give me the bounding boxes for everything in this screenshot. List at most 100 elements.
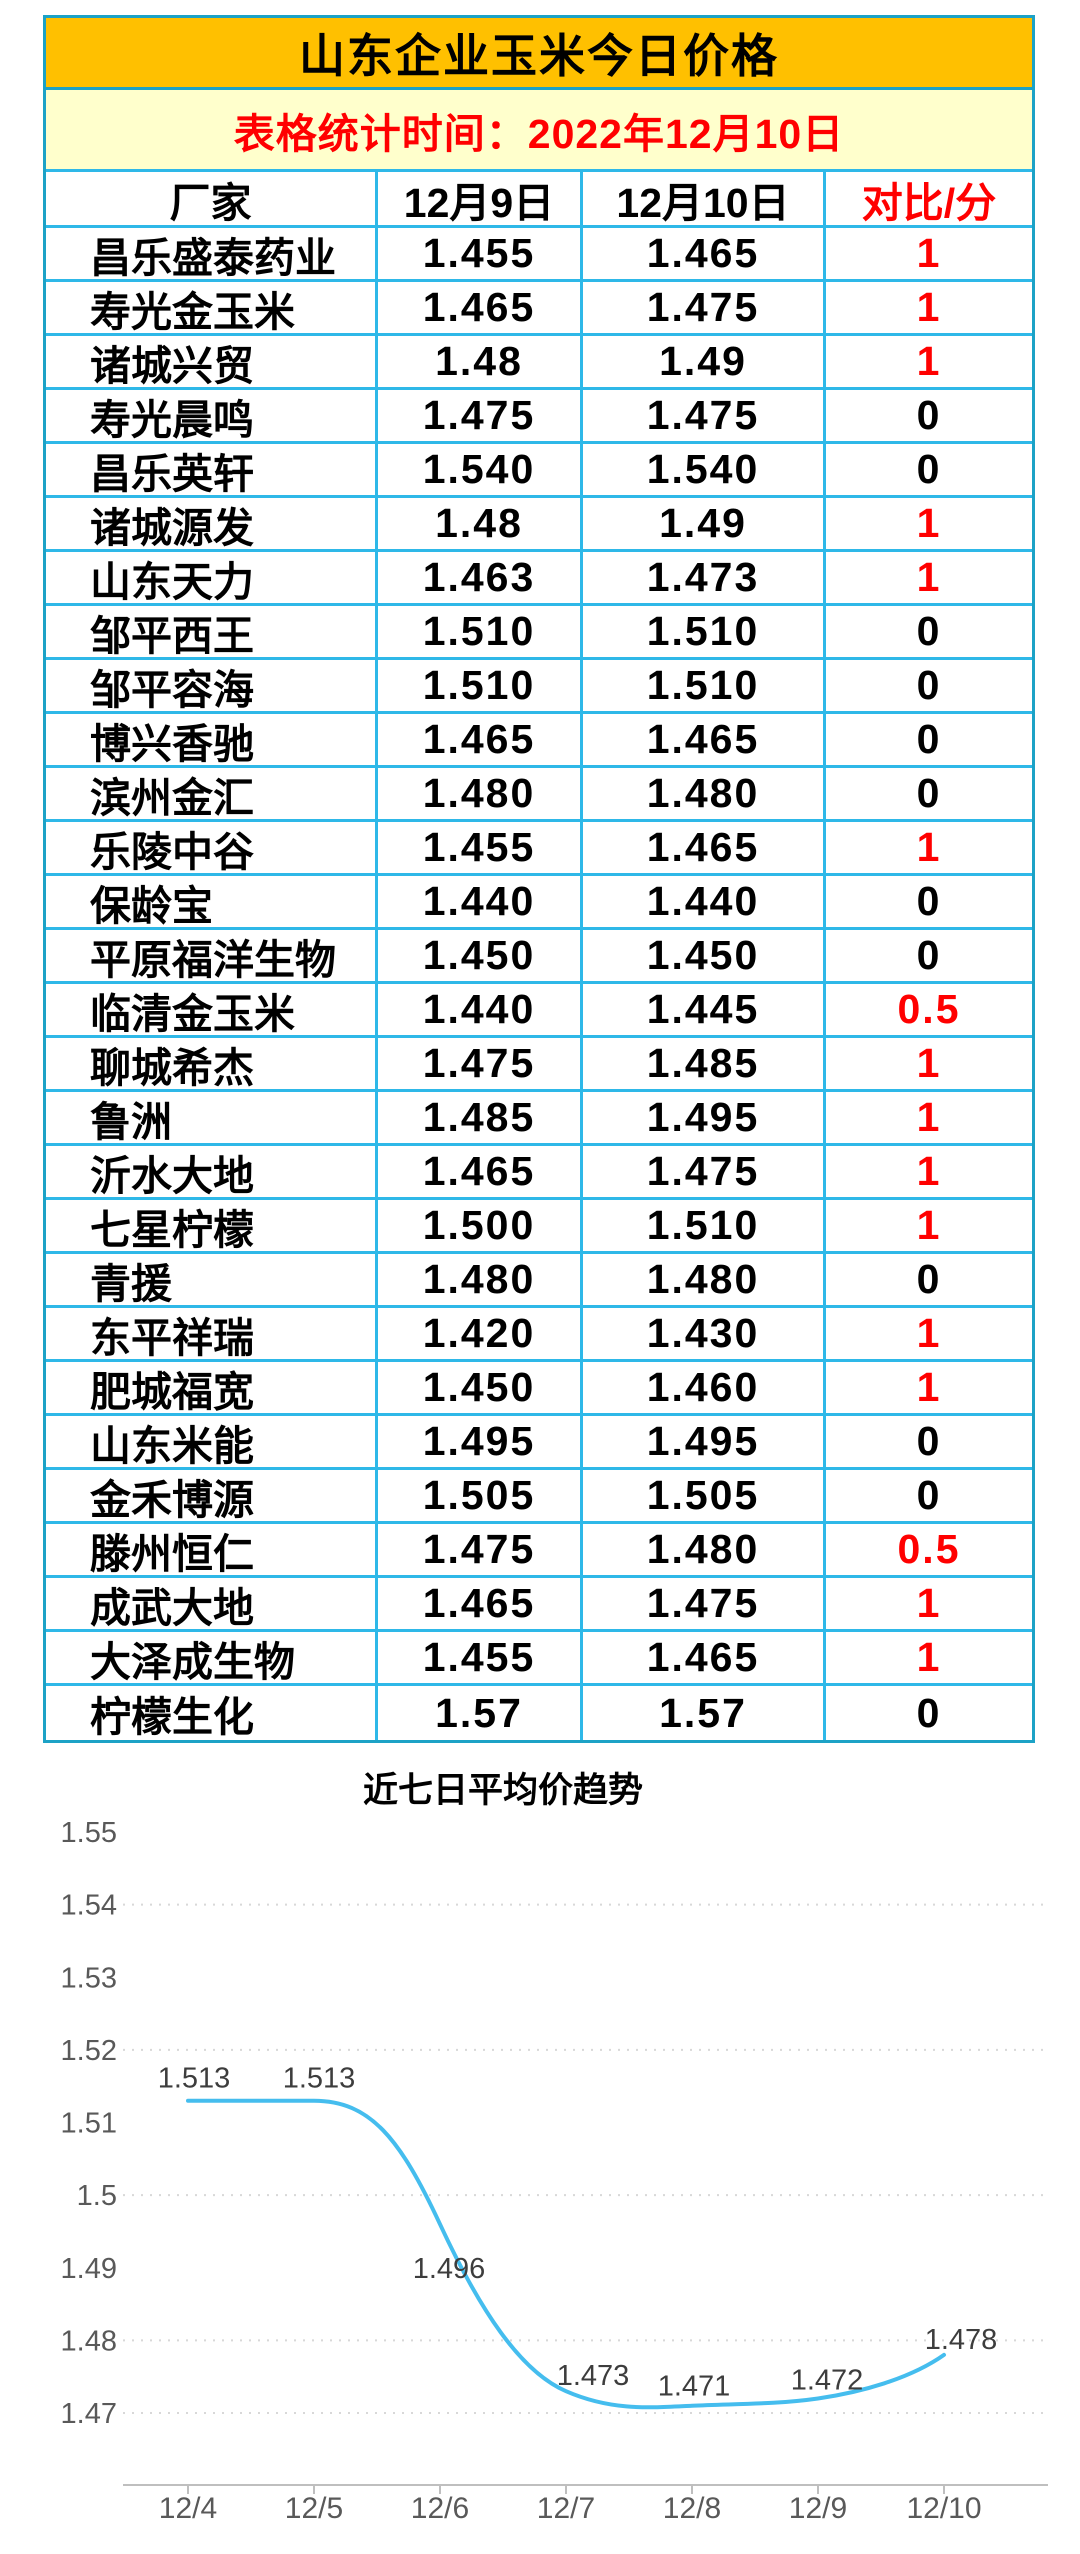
x-axis-label: 12/6 bbox=[411, 2492, 469, 2525]
price-dec9-cell: 1.485 bbox=[378, 1092, 583, 1146]
price-dec9-cell: 1.480 bbox=[378, 1254, 583, 1308]
price-dec10-cell: 1.430 bbox=[583, 1308, 826, 1362]
factory-name-cell: 诸城源发 bbox=[46, 498, 378, 552]
factory-name-cell: 沂水大地 bbox=[46, 1146, 378, 1200]
price-dec9-cell: 1.440 bbox=[378, 984, 583, 1038]
diff-cell: 1 bbox=[826, 498, 1032, 552]
diff-cell: 1 bbox=[826, 1632, 1032, 1686]
price-dec10-cell: 1.510 bbox=[583, 606, 826, 660]
price-dec9-cell: 1.475 bbox=[378, 1524, 583, 1578]
y-axis-label: 1.5 bbox=[77, 2180, 117, 2212]
price-dec10-cell: 1.445 bbox=[583, 984, 826, 1038]
diff-cell: 1 bbox=[826, 336, 1032, 390]
price-dec9-cell: 1.48 bbox=[378, 336, 583, 390]
diff-cell: 1 bbox=[826, 822, 1032, 876]
price-dec10-cell: 1.49 bbox=[583, 336, 826, 390]
y-axis-label: 1.55 bbox=[61, 1817, 117, 1849]
factory-name-cell: 柠檬生化 bbox=[46, 1686, 378, 1740]
price-dec10-cell: 1.495 bbox=[583, 1416, 826, 1470]
price-dec10-cell: 1.465 bbox=[583, 822, 826, 876]
price-dec10-cell: 1.465 bbox=[583, 1632, 826, 1686]
table-subtitle: 表格统计时间：2022年12月10日 bbox=[46, 90, 1032, 172]
y-axis-label: 1.52 bbox=[61, 2035, 117, 2067]
price-dec9-cell: 1.500 bbox=[378, 1200, 583, 1254]
column-header-dec10: 12月10日 bbox=[583, 172, 826, 228]
y-axis-label: 1.48 bbox=[61, 2325, 117, 2357]
price-dec9-cell: 1.450 bbox=[378, 930, 583, 984]
y-axis-label: 1.47 bbox=[61, 2398, 117, 2430]
column-header-factory: 厂家 bbox=[46, 172, 378, 228]
price-dec9-cell: 1.455 bbox=[378, 228, 583, 282]
factory-name-cell: 滕州恒仁 bbox=[46, 1524, 378, 1578]
price-dec10-cell: 1.495 bbox=[583, 1092, 826, 1146]
diff-cell: 1 bbox=[826, 1200, 1032, 1254]
price-dec9-cell: 1.510 bbox=[378, 606, 583, 660]
data-label: 1.472 bbox=[791, 2364, 864, 2396]
price-dec10-cell: 1.460 bbox=[583, 1362, 826, 1416]
diff-cell: 1 bbox=[826, 282, 1032, 336]
factory-name-cell: 博兴香驰 bbox=[46, 714, 378, 768]
factory-name-cell: 山东天力 bbox=[46, 552, 378, 606]
price-dec9-cell: 1.455 bbox=[378, 1632, 583, 1686]
price-dec10-cell: 1.473 bbox=[583, 552, 826, 606]
diff-cell: 0 bbox=[826, 768, 1032, 822]
price-dec10-cell: 1.475 bbox=[583, 282, 826, 336]
price-dec10-cell: 1.505 bbox=[583, 1470, 826, 1524]
x-axis-label: 12/10 bbox=[906, 2492, 981, 2525]
data-label: 1.471 bbox=[658, 2371, 731, 2403]
diff-cell: 1 bbox=[826, 228, 1032, 282]
diff-cell: 1 bbox=[826, 1578, 1032, 1632]
data-label: 1.513 bbox=[158, 2063, 231, 2095]
diff-cell: 0 bbox=[826, 1416, 1032, 1470]
table-title: 山东企业玉米今日价格 bbox=[46, 18, 1032, 90]
factory-name-cell: 平原福洋生物 bbox=[46, 930, 378, 984]
price-dec10-cell: 1.485 bbox=[583, 1038, 826, 1092]
price-dec9-cell: 1.540 bbox=[378, 444, 583, 498]
diff-cell: 0 bbox=[826, 444, 1032, 498]
factory-name-cell: 寿光晨鸣 bbox=[46, 390, 378, 444]
data-label: 1.478 bbox=[925, 2324, 998, 2356]
x-axis-label: 12/8 bbox=[663, 2492, 721, 2525]
diff-cell: 0 bbox=[826, 1254, 1032, 1308]
price-dec10-cell: 1.440 bbox=[583, 876, 826, 930]
factory-name-cell: 保龄宝 bbox=[46, 876, 378, 930]
trend-line bbox=[186, 2098, 946, 2410]
price-dec10-cell: 1.540 bbox=[583, 444, 826, 498]
price-dec10-cell: 1.450 bbox=[583, 930, 826, 984]
price-dec10-cell: 1.480 bbox=[583, 1254, 826, 1308]
table-header-row: 厂家 12月9日 12月10日 对比/分 bbox=[46, 172, 1032, 228]
factory-name-cell: 邹平西王 bbox=[46, 606, 378, 660]
price-dec9-cell: 1.463 bbox=[378, 552, 583, 606]
price-dec9-cell: 1.475 bbox=[378, 390, 583, 444]
factory-name-cell: 寿光金玉米 bbox=[46, 282, 378, 336]
data-label: 1.513 bbox=[283, 2063, 356, 2095]
factory-name-cell: 临清金玉米 bbox=[46, 984, 378, 1038]
y-axis-label: 1.49 bbox=[61, 2253, 117, 2285]
price-dec9-cell: 1.510 bbox=[378, 660, 583, 714]
y-axis-label: 1.51 bbox=[61, 2108, 117, 2140]
x-axis-label: 12/5 bbox=[285, 2492, 343, 2525]
price-dec9-cell: 1.480 bbox=[378, 768, 583, 822]
price-dec10-cell: 1.510 bbox=[583, 1200, 826, 1254]
x-axis-label: 12/7 bbox=[537, 2492, 595, 2525]
price-dec10-cell: 1.510 bbox=[583, 660, 826, 714]
y-axis-label: 1.54 bbox=[61, 1890, 117, 1922]
factory-name-cell: 滨州金汇 bbox=[46, 768, 378, 822]
diff-cell: 0 bbox=[826, 606, 1032, 660]
diff-cell: 0 bbox=[916, 1689, 942, 1736]
factory-name-cell: 邹平容海 bbox=[46, 660, 378, 714]
diff-cell: 0 bbox=[826, 714, 1032, 768]
price-dec10-cell: 1.57 bbox=[583, 1686, 826, 1740]
price-dec9-cell: 1.505 bbox=[378, 1470, 583, 1524]
price-dec10-cell: 1.480 bbox=[583, 768, 826, 822]
x-axis-label: 12/4 bbox=[159, 2492, 217, 2525]
column-header-diff: 对比/分 bbox=[826, 172, 1032, 228]
price-dec10-cell: 1.465 bbox=[583, 228, 826, 282]
factory-name-cell: 昌乐英轩 bbox=[46, 444, 378, 498]
table-body: 昌乐盛泰药业 1.455 1.465 1 寿光金玉米 1.465 1.475 1 诸城兴贸 1.4… bbox=[46, 228, 1032, 1740]
diff-cell: 0 bbox=[826, 876, 1032, 930]
diff-cell: 1 bbox=[826, 1362, 1032, 1416]
price-dec10-cell: 1.49 bbox=[583, 498, 826, 552]
price-dec10-cell: 1.480 bbox=[583, 1524, 826, 1578]
